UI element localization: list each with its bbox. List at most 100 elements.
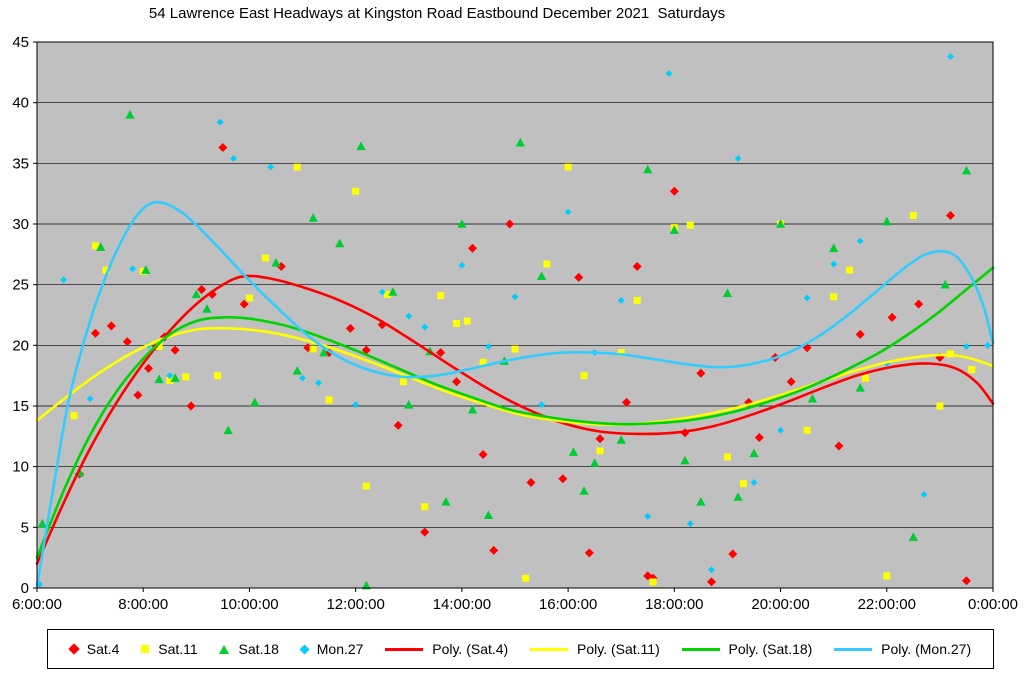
x-axis-label: 12:00:00 [326, 596, 384, 613]
scatter-point-mon27 [617, 297, 625, 304]
scatter-point-sat11 [463, 317, 471, 325]
scatter-point-mon27 [216, 118, 224, 126]
legend-label-polysat11: Poly. (Sat.11) [577, 641, 660, 657]
scatter-point-sat11 [102, 266, 110, 274]
scatter-point-sat4 [197, 285, 207, 295]
scatter-point-sat18 [96, 242, 106, 251]
scatter-point-mon27 [984, 341, 992, 349]
x-axis-label: 0:00:00 [968, 596, 1018, 613]
scatter-point-sat11 [384, 290, 392, 298]
y-axis-label: 20 [12, 337, 29, 354]
scatter-point-mon27 [734, 155, 742, 162]
scatter-point-sat18 [616, 435, 626, 444]
scatter-point-sat18 [404, 399, 414, 409]
scatter-point-sat18 [855, 383, 865, 392]
scatter-point-mon27 [86, 395, 94, 403]
scatter-point-mon27 [421, 323, 429, 331]
scatter-point-sat18 [170, 373, 180, 382]
legend-item-polysat4: Poly. (Sat.4) [385, 641, 508, 657]
trendline-polymon27 [35, 200, 995, 587]
polysat11-marker-icon [530, 647, 569, 651]
scatter-point-sat11 [245, 294, 253, 302]
scatter-point-sat11 [453, 319, 461, 327]
scatter-point-sat4 [595, 434, 605, 444]
scatter-point-sat18 [536, 271, 547, 280]
scatter-point-sat11 [830, 293, 838, 301]
scatter-point-sat11 [91, 242, 99, 250]
y-axis-label: 25 [12, 277, 29, 294]
scatter-point-sat4 [914, 299, 924, 309]
scatter-point-mon27 [830, 260, 838, 268]
scatter-point-sat4 [144, 363, 154, 373]
polymon27-marker-icon [834, 647, 873, 651]
scatter-point-sat4 [574, 272, 584, 282]
scatter-point-mon27 [299, 374, 306, 382]
legend-item-mon27: Mon.27 [299, 641, 363, 657]
y-axis-label: 15 [12, 398, 29, 415]
scatter-point-sat11 [596, 447, 604, 455]
scatter-point-mon27 [166, 372, 174, 380]
scatter-point-sat11 [968, 366, 976, 374]
scatter-point-sat18 [292, 366, 302, 375]
legend-label-polysat18: Poly. (Sat.18) [728, 641, 813, 657]
scatter-point-sat11 [309, 345, 317, 353]
scatter-point-sat18 [749, 448, 759, 458]
scatter-point-sat4 [106, 321, 116, 331]
scatter-point-sat11 [325, 396, 333, 404]
chart-title: 54 Lawrence East Headways at Kingston Ro… [148, 5, 726, 22]
scatter-point-sat18 [775, 219, 786, 228]
scatter-point-sat4 [834, 441, 844, 451]
scatter-point-sat18 [141, 265, 151, 274]
scatter-point-sat11 [352, 187, 360, 195]
scatter-point-sat4 [961, 576, 971, 586]
scatter-point-sat4 [786, 377, 796, 387]
scatter-point-sat18 [154, 374, 164, 384]
scatter-point-sat11 [580, 372, 588, 380]
plot-area: 0 5 10 15 20 25 30 35 40 45 6:00:00 8:00:00 10:00:00… [12, 34, 1018, 613]
scatter-point-sat11 [511, 345, 519, 353]
scatter-point-sat4 [478, 450, 488, 460]
scatter-point-sat18 [483, 510, 494, 519]
legend-item-sat4: Sat.4 [68, 641, 119, 657]
scatter-point-sat4 [186, 401, 196, 411]
scatter-point-sat11 [883, 572, 891, 580]
x-axis-label: 22:00:00 [858, 596, 916, 613]
scatter-point-mon27 [947, 53, 954, 60]
y-axis-label: 45 [12, 34, 29, 51]
scatter-point-sat11 [633, 296, 641, 304]
scatter-point-sat4 [669, 186, 679, 196]
scatter-point-sat11 [862, 374, 870, 382]
scatter-point-mon27 [777, 426, 784, 434]
scatter-point-sat18 [568, 447, 579, 456]
scatter-point-sat11 [522, 574, 530, 582]
scatter-point-mon27 [708, 566, 715, 574]
scatter-point-sat18 [680, 455, 690, 465]
y-axis-label: 35 [12, 155, 29, 172]
y-axis-label: 5 [21, 519, 29, 536]
y-axis-label: 30 [12, 216, 29, 233]
scatter-point-sat11 [803, 426, 811, 434]
scatter-point-sat11 [686, 221, 694, 229]
scatter-point-mon27 [920, 491, 928, 498]
scatter-point-mon27 [485, 343, 492, 350]
scatter-point-sat18 [882, 216, 892, 226]
scatter-point-sat4 [90, 328, 100, 338]
x-axis-label: 14:00:00 [433, 596, 491, 613]
x-axis-label: 10:00:00 [220, 596, 278, 613]
plot-background [37, 42, 993, 588]
scatter-point-mon27 [315, 379, 322, 387]
scatter-point-mon27 [963, 343, 970, 350]
scatter-point-mon27 [538, 401, 545, 409]
scatter-point-sat4 [393, 420, 403, 430]
scatter-point-sat18 [202, 304, 212, 313]
sat18-marker-icon [219, 644, 230, 654]
trendline-polysat11 [35, 326, 995, 426]
scatter-point-sat11 [564, 163, 572, 171]
legend-label-polymon27: Poly. (Mon.27) [881, 641, 972, 657]
scatter-point-sat4 [345, 323, 355, 333]
x-axis-label: 8:00:00 [118, 596, 168, 613]
scatter-point-sat11 [649, 578, 657, 586]
scatter-point-sat4 [489, 545, 499, 555]
x-axis-label: 16:00:00 [539, 596, 597, 613]
